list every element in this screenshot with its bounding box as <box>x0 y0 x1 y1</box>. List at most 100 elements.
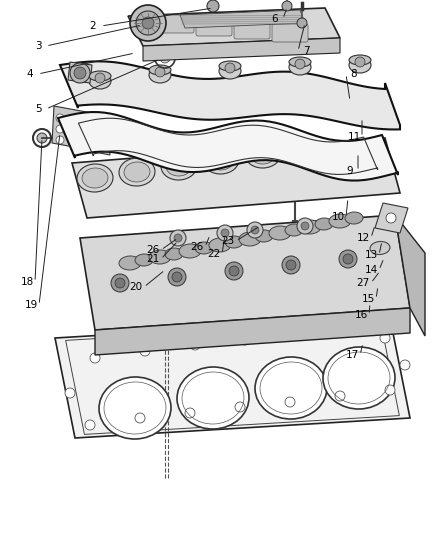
Text: 2: 2 <box>90 21 96 31</box>
Circle shape <box>251 226 259 234</box>
Text: 7: 7 <box>303 46 309 56</box>
Ellipse shape <box>219 63 241 79</box>
Ellipse shape <box>370 241 390 255</box>
Ellipse shape <box>323 347 395 409</box>
Circle shape <box>386 213 396 223</box>
Circle shape <box>247 222 263 238</box>
Circle shape <box>400 360 410 370</box>
Circle shape <box>207 0 219 12</box>
Polygon shape <box>58 112 398 181</box>
Circle shape <box>70 63 90 83</box>
Text: 20: 20 <box>130 282 142 292</box>
Text: 17: 17 <box>346 350 359 360</box>
Circle shape <box>380 333 390 343</box>
Circle shape <box>168 268 186 286</box>
Circle shape <box>286 260 296 270</box>
Circle shape <box>385 385 395 395</box>
Text: 6: 6 <box>272 14 278 24</box>
Polygon shape <box>52 106 92 150</box>
Circle shape <box>297 18 307 28</box>
Circle shape <box>185 408 195 418</box>
Circle shape <box>295 59 305 69</box>
Polygon shape <box>55 318 410 438</box>
Circle shape <box>339 250 357 268</box>
Circle shape <box>335 391 345 401</box>
Ellipse shape <box>165 248 183 260</box>
Polygon shape <box>180 10 305 28</box>
Text: 18: 18 <box>21 277 34 287</box>
Text: 16: 16 <box>354 310 367 320</box>
Polygon shape <box>395 215 425 336</box>
Circle shape <box>225 63 235 73</box>
Circle shape <box>80 130 100 150</box>
Circle shape <box>140 346 150 356</box>
Polygon shape <box>73 126 110 155</box>
Text: 26: 26 <box>146 245 159 255</box>
Ellipse shape <box>287 134 323 162</box>
Ellipse shape <box>250 144 276 164</box>
Ellipse shape <box>119 158 155 186</box>
Circle shape <box>115 278 125 288</box>
Circle shape <box>74 67 86 79</box>
Circle shape <box>85 420 95 430</box>
Circle shape <box>56 136 64 144</box>
Ellipse shape <box>89 71 111 81</box>
Text: 13: 13 <box>364 250 378 260</box>
Ellipse shape <box>77 164 113 192</box>
Circle shape <box>285 397 295 407</box>
Ellipse shape <box>119 256 141 270</box>
Ellipse shape <box>179 244 201 258</box>
Circle shape <box>172 272 182 282</box>
Ellipse shape <box>124 162 150 182</box>
Text: 19: 19 <box>25 300 38 310</box>
Circle shape <box>290 330 300 340</box>
Polygon shape <box>375 203 408 233</box>
Text: 10: 10 <box>332 212 345 222</box>
Ellipse shape <box>349 55 371 65</box>
Ellipse shape <box>269 226 291 240</box>
Circle shape <box>297 218 313 234</box>
Ellipse shape <box>285 224 303 236</box>
Text: 9: 9 <box>347 166 353 176</box>
Circle shape <box>111 274 129 292</box>
Polygon shape <box>60 61 400 130</box>
Ellipse shape <box>299 220 321 234</box>
Circle shape <box>155 67 165 77</box>
Circle shape <box>221 229 229 237</box>
Ellipse shape <box>225 236 243 248</box>
Circle shape <box>85 135 95 145</box>
Ellipse shape <box>99 377 171 439</box>
Text: 26: 26 <box>191 242 204 252</box>
Polygon shape <box>72 138 400 218</box>
Text: 5: 5 <box>35 104 41 114</box>
Text: 15: 15 <box>361 294 374 304</box>
Circle shape <box>95 73 105 83</box>
Circle shape <box>160 53 170 63</box>
Ellipse shape <box>289 57 311 67</box>
Circle shape <box>229 266 239 276</box>
Ellipse shape <box>209 238 231 252</box>
Polygon shape <box>128 8 340 46</box>
Ellipse shape <box>166 156 192 176</box>
Circle shape <box>130 5 166 41</box>
Ellipse shape <box>161 152 197 180</box>
Circle shape <box>56 125 64 133</box>
Ellipse shape <box>203 146 239 174</box>
Circle shape <box>217 225 233 241</box>
Ellipse shape <box>149 65 171 75</box>
Text: 3: 3 <box>35 41 41 51</box>
Circle shape <box>56 114 64 122</box>
Ellipse shape <box>219 61 241 71</box>
Polygon shape <box>143 38 340 61</box>
Circle shape <box>240 335 250 345</box>
Circle shape <box>142 17 154 29</box>
Circle shape <box>343 254 353 264</box>
Ellipse shape <box>345 212 363 224</box>
Ellipse shape <box>195 242 213 254</box>
Ellipse shape <box>315 218 333 230</box>
FancyBboxPatch shape <box>158 15 194 33</box>
Circle shape <box>65 388 75 398</box>
Ellipse shape <box>89 73 111 89</box>
Text: 8: 8 <box>351 69 357 79</box>
Ellipse shape <box>349 57 371 73</box>
